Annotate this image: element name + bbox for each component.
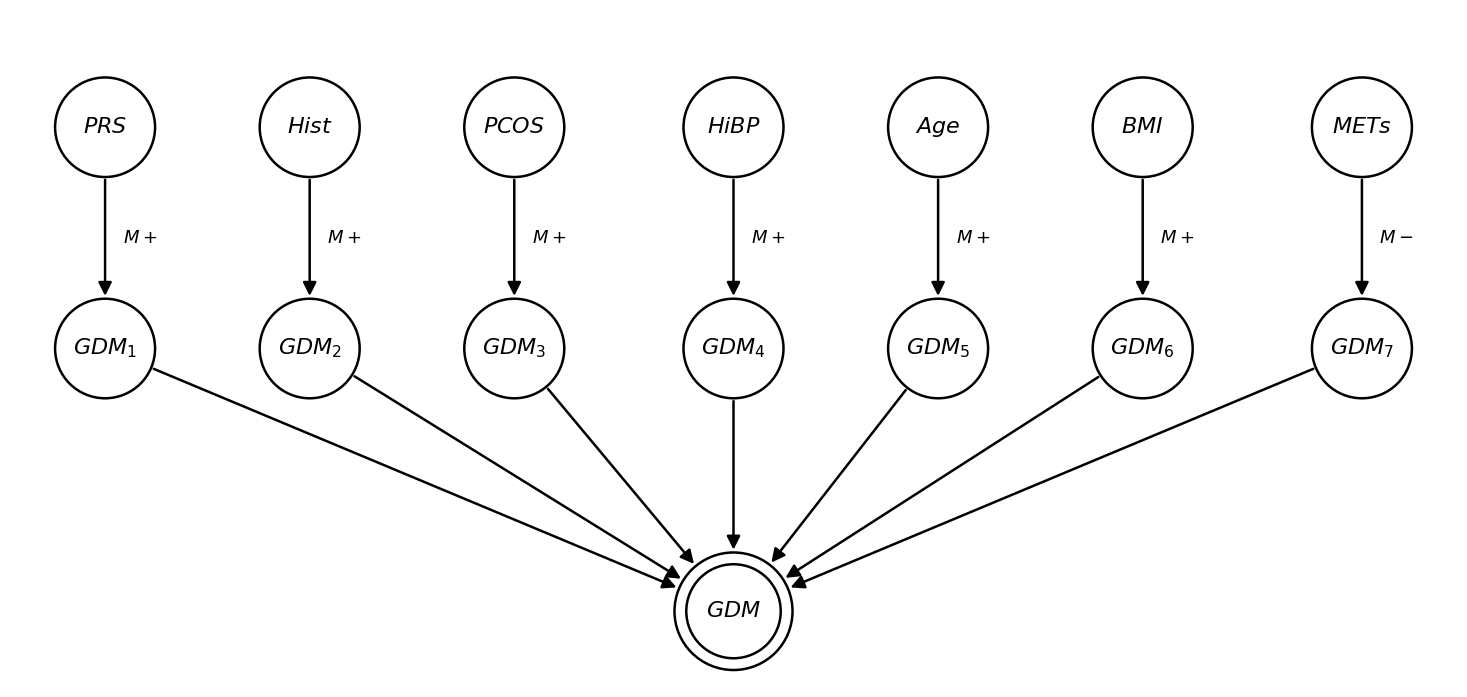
- Text: $\mathit{Age}$: $\mathit{Age}$: [915, 115, 961, 139]
- Circle shape: [1093, 299, 1193, 398]
- Text: $\mathit{GDM}_{3}$: $\mathit{GDM}_{3}$: [483, 337, 546, 360]
- Text: $\mathit{M+}$: $\mathit{M+}$: [955, 229, 990, 247]
- Text: $\mathit{METs}$: $\mathit{METs}$: [1332, 116, 1392, 138]
- Text: $\mathit{GDM}_{6}$: $\mathit{GDM}_{6}$: [1111, 337, 1175, 360]
- Text: $\mathit{M+}$: $\mathit{M+}$: [751, 229, 785, 247]
- Circle shape: [464, 77, 565, 177]
- Circle shape: [684, 299, 783, 398]
- Text: $\mathit{BMI}$: $\mathit{BMI}$: [1121, 116, 1163, 138]
- Circle shape: [888, 77, 989, 177]
- Circle shape: [684, 77, 783, 177]
- Text: $\mathit{M−}$: $\mathit{M−}$: [1379, 229, 1414, 247]
- Circle shape: [1311, 77, 1411, 177]
- Circle shape: [1093, 77, 1193, 177]
- Text: $\mathit{GDM}$: $\mathit{GDM}$: [706, 600, 761, 622]
- Text: $\mathit{M+}$: $\mathit{M+}$: [1160, 229, 1194, 247]
- Circle shape: [56, 299, 156, 398]
- Circle shape: [260, 299, 359, 398]
- Circle shape: [687, 565, 780, 658]
- Text: $\mathit{GDM}_{7}$: $\mathit{GDM}_{7}$: [1331, 337, 1394, 360]
- Text: $\mathit{GDM}_{1}$: $\mathit{GDM}_{1}$: [73, 337, 136, 360]
- Text: $\mathit{PCOS}$: $\mathit{PCOS}$: [483, 116, 546, 138]
- Circle shape: [888, 299, 989, 398]
- Text: $\mathit{M+}$: $\mathit{M+}$: [531, 229, 566, 247]
- Circle shape: [56, 77, 156, 177]
- Text: $\mathit{GDM}_{4}$: $\mathit{GDM}_{4}$: [701, 337, 766, 360]
- Text: $\mathit{PRS}$: $\mathit{PRS}$: [84, 116, 128, 138]
- Text: $\mathit{M+}$: $\mathit{M+}$: [123, 229, 157, 247]
- Circle shape: [675, 553, 792, 670]
- Text: $\mathit{Hist}$: $\mathit{Hist}$: [286, 116, 333, 138]
- Text: $\mathit{GDM}_{5}$: $\mathit{GDM}_{5}$: [907, 337, 970, 360]
- Circle shape: [260, 77, 359, 177]
- Text: $\mathit{HiBP}$: $\mathit{HiBP}$: [707, 116, 760, 138]
- Circle shape: [464, 299, 565, 398]
- Text: $\mathit{GDM}_{2}$: $\mathit{GDM}_{2}$: [277, 337, 342, 360]
- Circle shape: [1311, 299, 1411, 398]
- Text: $\mathit{M+}$: $\mathit{M+}$: [327, 229, 361, 247]
